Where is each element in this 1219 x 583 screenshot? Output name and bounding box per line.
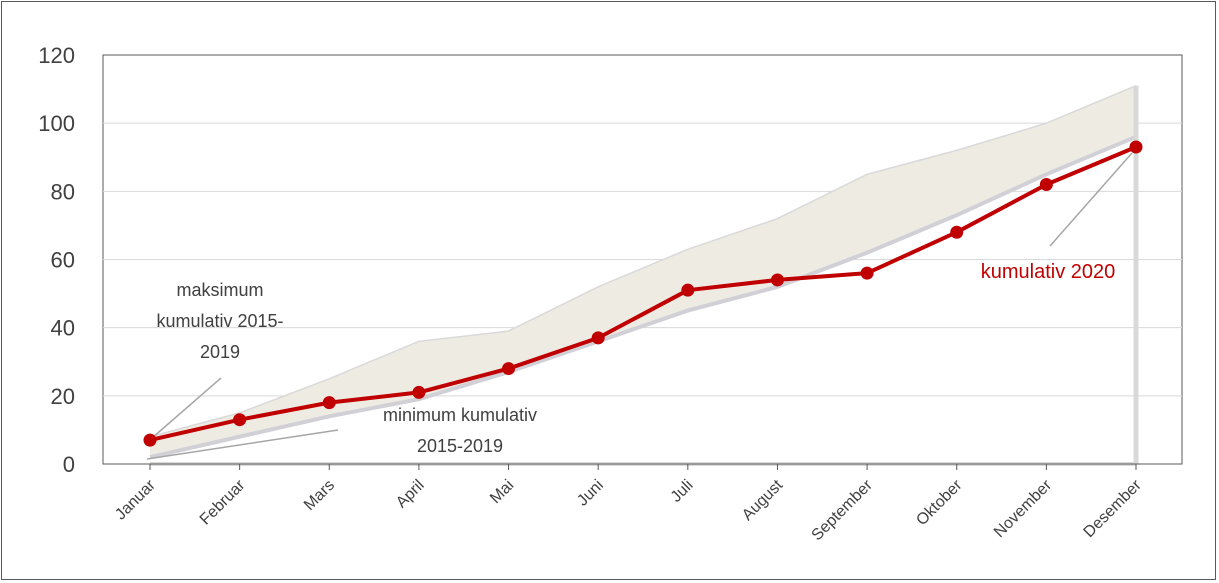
series-point-november [1039,178,1053,192]
x-tick-label-februar: Februar [197,476,249,528]
series-line-0 [149,145,1137,443]
x-tick-label-januar: Januar [112,476,159,523]
y-tick-label-120: 120 [38,43,75,68]
series-point-mai [502,362,516,376]
x-tick-label-desember: Desember [1081,476,1146,541]
x-tick-label-august: August [739,476,787,524]
max-annotation-line3: 2019 [200,342,240,362]
y-tick-label-60: 60 [51,248,75,273]
series-point-juni [591,331,605,345]
band-lower-edge [149,134,1137,460]
y-tick-label-0: 0 [63,452,75,477]
x-tick-label-mars: Mars [301,477,338,514]
series-point-august [770,273,784,287]
band-upper-edge [149,85,1137,438]
min-leader-line [146,429,339,460]
series-layer [143,140,1143,447]
series-point-mars [322,396,336,410]
series-annotation: kumulativ 2020 [981,261,1116,283]
x-tick-label-juli: Juli [668,477,697,506]
series-point-juli [681,283,695,297]
x-tick-label-oktober: Oktober [913,476,966,529]
series-point-april [412,385,426,399]
x-tick-label-september: September [809,476,877,544]
x-tick-label-november: November [991,476,1056,541]
band-max-min-area [150,85,1136,458]
series-point-september [860,266,874,280]
series-point-oktober [950,225,964,239]
x-tick-label-juni: Juni [574,477,607,510]
band-layer [149,85,1139,464]
y-tick-label-20: 20 [51,384,75,409]
min-annotation-line2: 2015-2019 [417,436,503,456]
max-annotation-line1: maksimum [176,280,263,300]
x-tick-label-april: April [393,477,428,512]
x-tick-label-mai: Mai [487,477,517,507]
series-leader-line [1049,152,1133,247]
series-point-februar [233,413,247,427]
series-point-januar [143,433,157,447]
y-tick-label-100: 100 [38,111,75,136]
annotation-layer: maksimum kumulativ 2015- 2019 minimum ku… [146,152,1133,460]
max-annotation-line2: kumulativ 2015- [156,311,283,331]
series-point-desember [1129,140,1143,154]
y-tick-label-40: 40 [51,316,75,341]
max-leader-line [151,377,222,439]
min-annotation-line1: minimum kumulativ [383,405,537,425]
y-tick-label-80: 80 [51,179,75,204]
